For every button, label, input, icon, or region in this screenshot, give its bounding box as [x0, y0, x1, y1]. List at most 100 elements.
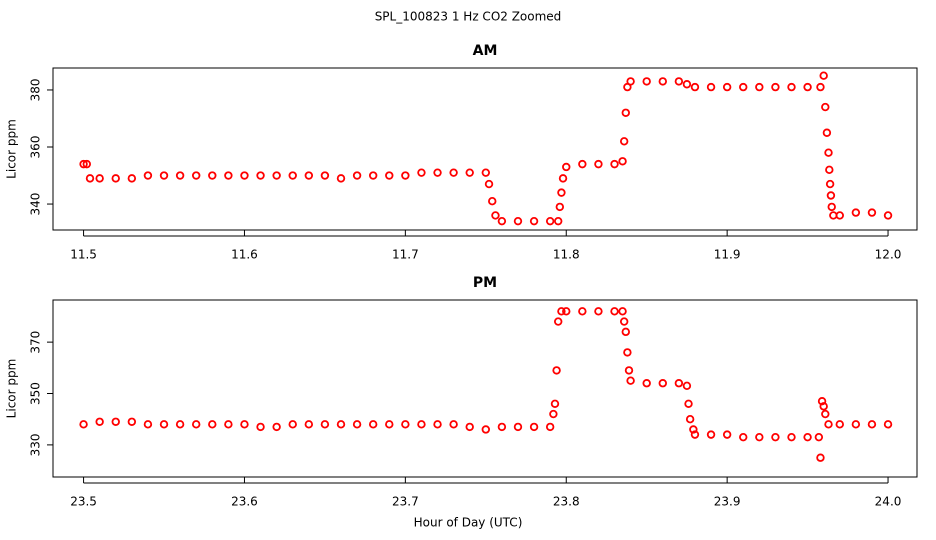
point — [739, 82, 748, 92]
point — [95, 417, 104, 426]
y-tick-label: 380 — [29, 79, 43, 102]
point — [497, 216, 507, 226]
point — [401, 420, 410, 429]
point — [352, 420, 362, 429]
point — [594, 159, 603, 169]
y-tick-label: 340 — [29, 193, 43, 216]
y-tick-label: 370 — [29, 331, 43, 354]
point — [550, 399, 560, 408]
point — [224, 171, 233, 180]
x-tick-label: 11.6 — [231, 248, 258, 262]
point — [208, 171, 217, 180]
point — [658, 77, 667, 86]
x-tick-label: 24.0 — [875, 495, 902, 509]
point — [368, 171, 378, 180]
x-tick-label: 12.0 — [875, 248, 902, 262]
point — [417, 420, 426, 429]
point — [867, 420, 877, 429]
point — [626, 376, 635, 385]
point — [817, 397, 827, 406]
point — [465, 168, 474, 177]
point — [208, 420, 217, 429]
x-tick-label: 23.8 — [553, 495, 580, 509]
panel-title: AM — [473, 43, 498, 59]
point — [352, 171, 362, 180]
point — [819, 71, 828, 80]
point — [385, 171, 394, 180]
point — [825, 165, 834, 175]
point — [191, 420, 201, 429]
point — [771, 432, 780, 442]
point — [755, 432, 764, 442]
point — [684, 399, 693, 408]
point — [240, 171, 249, 180]
x-tick-label: 11.9 — [714, 248, 741, 262]
point — [682, 80, 692, 89]
point — [552, 366, 561, 375]
point — [111, 417, 120, 426]
point — [826, 191, 836, 200]
point — [827, 202, 836, 212]
point — [814, 432, 824, 442]
point — [618, 157, 627, 166]
point — [320, 171, 330, 180]
point — [822, 128, 832, 137]
point — [578, 307, 587, 316]
y-axis-label: Licor ppm — [5, 359, 19, 419]
point — [557, 188, 566, 197]
point — [554, 216, 563, 226]
point — [816, 82, 825, 92]
point — [127, 417, 137, 426]
x-tick-label: 23.9 — [714, 495, 741, 509]
point — [143, 171, 153, 180]
point — [401, 171, 410, 180]
point — [481, 168, 491, 177]
point — [272, 422, 281, 432]
point — [513, 216, 523, 226]
point — [385, 420, 394, 429]
point — [554, 317, 563, 326]
point — [624, 366, 634, 375]
point — [682, 381, 692, 391]
point — [851, 420, 861, 429]
point — [320, 420, 330, 429]
point — [621, 108, 630, 117]
point — [867, 208, 877, 217]
point — [545, 216, 555, 226]
point — [626, 77, 635, 86]
x-tick-label: 23.7 — [392, 495, 419, 509]
point — [787, 432, 796, 442]
point — [529, 216, 539, 226]
x-tick-label: 11.7 — [392, 248, 419, 262]
point — [85, 174, 95, 183]
point — [529, 422, 539, 432]
point — [491, 211, 500, 220]
point — [722, 430, 732, 439]
point — [288, 171, 297, 180]
point — [127, 174, 137, 183]
y-tick-label: 350 — [29, 382, 43, 405]
point — [619, 137, 629, 146]
point — [288, 420, 297, 429]
point — [545, 422, 555, 432]
point — [240, 420, 249, 429]
x-tick-label: 23.6 — [231, 495, 258, 509]
point — [95, 174, 104, 183]
point — [272, 171, 281, 180]
point — [368, 420, 378, 429]
point — [111, 174, 120, 183]
point — [256, 171, 265, 180]
point — [658, 379, 667, 388]
y-tick-label: 330 — [29, 433, 43, 456]
point — [465, 422, 474, 432]
point — [883, 420, 893, 429]
point — [497, 422, 507, 432]
x-axis-label: Hour of Day (UTC) — [414, 516, 523, 530]
plot-frame — [52, 299, 918, 478]
point — [803, 82, 812, 92]
point — [883, 211, 893, 220]
point — [722, 82, 732, 92]
point — [610, 307, 619, 316]
point — [819, 402, 828, 411]
